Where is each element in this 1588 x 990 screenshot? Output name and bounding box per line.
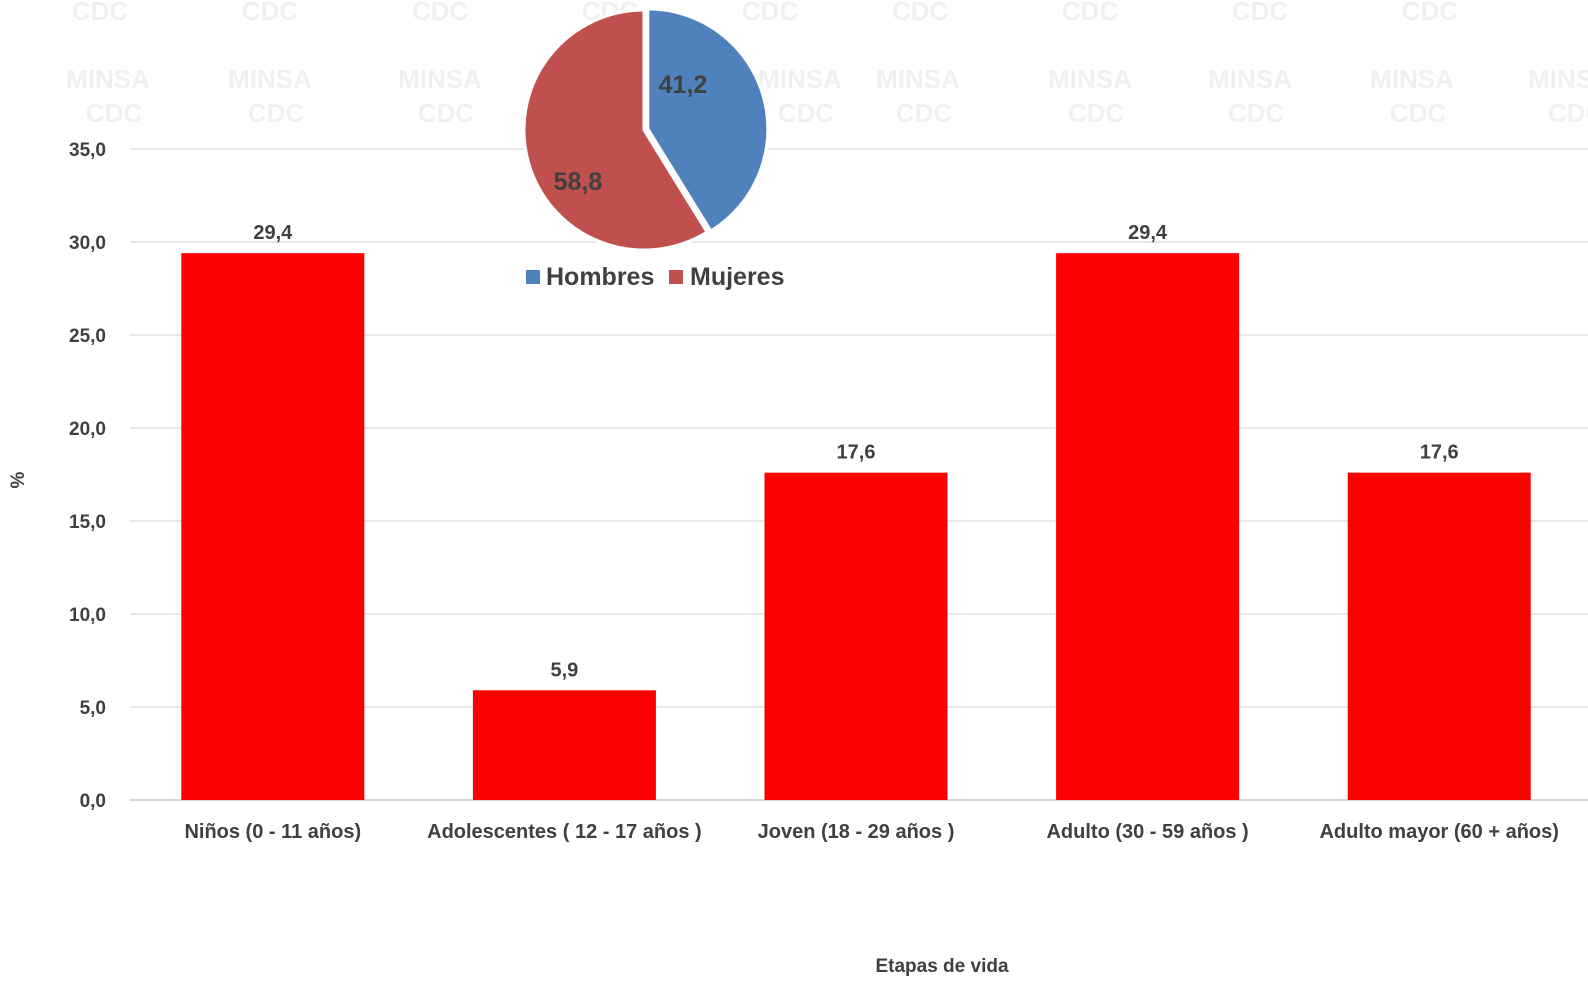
legend-swatch (669, 270, 683, 284)
watermark-text: MINSA (758, 64, 842, 94)
pie-slice-label: 41,2 (659, 71, 708, 99)
x-axis-title: Etapas de vida (875, 956, 1008, 977)
x-category-label: Adolescentes ( 12 - 17 años ) (427, 821, 702, 843)
x-category-label: Niños (0 - 11 años) (184, 821, 361, 843)
watermark-text: MINSA (66, 64, 150, 94)
watermark-text: CDC (778, 98, 835, 128)
y-axis-ticks: 0,0 5,0 10,0 15,0 20,0 25,0 30,0 35,0 (69, 140, 106, 812)
watermark-text: CDC (1228, 98, 1285, 128)
bar-data-label: 17,6 (837, 442, 876, 464)
watermark-text: CDC (742, 0, 799, 26)
y-tick-label: 25,0 (69, 326, 106, 347)
watermark-text: CDC (86, 98, 143, 128)
bar (181, 253, 364, 800)
watermark-text: MINSA (876, 64, 960, 94)
watermark-text: MINSA (1370, 64, 1454, 94)
bar-data-label: 5,9 (550, 659, 578, 681)
bar (1348, 473, 1531, 800)
bar-series: 29,4 5,9 17,6 29,4 17,6 (181, 222, 1530, 800)
watermark-text: MINSA (1528, 64, 1588, 94)
watermark-text: CDC (248, 98, 305, 128)
y-tick-label: 0,0 (80, 791, 106, 812)
y-tick-label: 10,0 (69, 605, 106, 626)
watermark-text: CDC (892, 0, 949, 26)
watermark-text: MINSA (228, 64, 312, 94)
bar (1056, 253, 1239, 800)
y-axis-title: % (8, 471, 29, 488)
bar (765, 473, 948, 800)
x-category-label: Joven (18 - 29 años ) (758, 821, 955, 843)
bar-data-label: 29,4 (1128, 222, 1168, 244)
watermark-text: CDC (412, 0, 469, 26)
watermark-text: MINSA (1208, 64, 1292, 94)
pie-slice-label: 58,8 (554, 168, 603, 196)
bar-data-label: 17,6 (1420, 442, 1459, 464)
y-tick-label: 30,0 (69, 233, 106, 254)
watermark-text: CDC (1390, 98, 1447, 128)
legend-swatch (526, 270, 540, 284)
watermark-text: CDC (1232, 0, 1289, 26)
x-axis-categories: Niños (0 - 11 años) Adolescentes ( 12 - 1… (184, 821, 1559, 843)
bar-data-label: 29,4 (253, 222, 293, 244)
y-tick-label: 15,0 (69, 512, 106, 533)
legend-label: Hombres (546, 263, 654, 291)
watermark-text: CDC (896, 98, 953, 128)
pie-legend: Hombres Mujeres (526, 263, 784, 291)
x-category-label: Adulto mayor (60 + años) (1319, 821, 1559, 843)
watermark-text: CDC (1402, 0, 1459, 26)
watermark-text: CDC (1068, 98, 1125, 128)
x-category-label: Adulto (30 - 59 años ) (1046, 821, 1248, 843)
watermark-text: CDC (418, 98, 475, 128)
pie-chart: 41,2 58,8 (524, 9, 768, 250)
bar (473, 690, 656, 800)
y-tick-label: 5,0 (80, 698, 106, 719)
legend-label: Mujeres (690, 263, 784, 291)
watermark-text: CDC (242, 0, 299, 26)
watermark-text: CDC (1062, 0, 1119, 26)
watermark-text: MINSA (1048, 64, 1132, 94)
watermark-text: MINSA (398, 64, 482, 94)
watermark-text: CDC (72, 0, 129, 26)
watermark-text: CDC (1548, 98, 1588, 128)
y-tick-label: 20,0 (69, 419, 106, 440)
y-tick-label: 35,0 (69, 140, 106, 161)
watermark-layer: CDC CDC CDC CDC CDC CDC CDC CDC CDC MINSA CDC MINSA… (66, 0, 1588, 128)
